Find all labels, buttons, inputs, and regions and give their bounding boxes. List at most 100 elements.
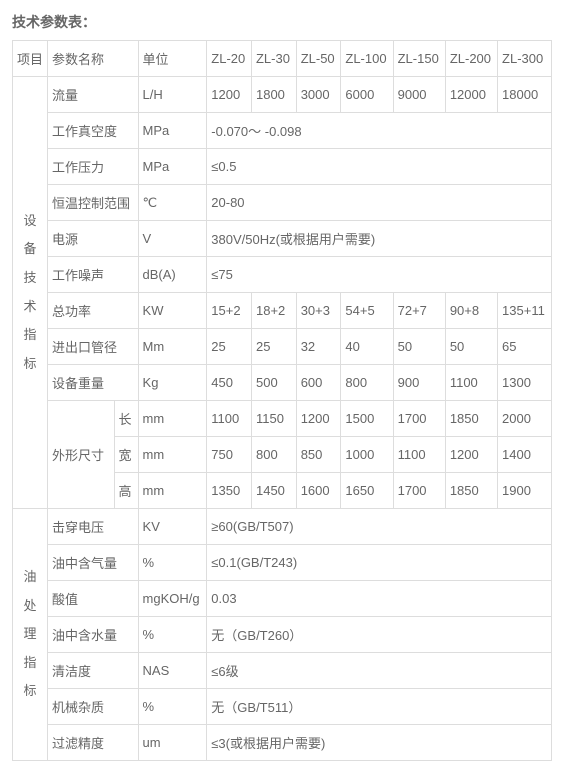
col-m0: ZL-20: [207, 41, 252, 77]
param-name: 恒温控制范围: [48, 185, 139, 221]
col-unit: 单位: [138, 41, 207, 77]
v6: 1900: [498, 473, 552, 509]
group-oil: 油处理指标: [13, 509, 48, 761]
v5: 1850: [445, 473, 497, 509]
row-water: 油中含水量 % 无（GB/T260）: [13, 617, 552, 653]
v4: 72+7: [393, 293, 445, 329]
row-clean: 清洁度 NAS ≤6级: [13, 653, 552, 689]
val: ≤6级: [207, 653, 552, 689]
v0: 1350: [207, 473, 252, 509]
v2: 1600: [296, 473, 341, 509]
row-temp: 恒温控制范围 ℃ 20-80: [13, 185, 552, 221]
unit: %: [138, 617, 207, 653]
v1: 1450: [251, 473, 296, 509]
v3: 1500: [341, 401, 393, 437]
v0: 1100: [207, 401, 252, 437]
row-flow: 设备技术指标 流量 L/H 1200 1800 3000 6000 9000 1…: [13, 77, 552, 113]
param-name: 工作噪声: [48, 257, 139, 293]
v4: 1700: [393, 473, 445, 509]
v0: 15+2: [207, 293, 252, 329]
v1: 1150: [251, 401, 296, 437]
v2: 30+3: [296, 293, 341, 329]
col-m5: ZL-200: [445, 41, 497, 77]
v1: 800: [251, 437, 296, 473]
v2: 850: [296, 437, 341, 473]
v5: 90+8: [445, 293, 497, 329]
val: ≤0.1(GB/T243): [207, 545, 552, 581]
val: -0.070～ -0.098: [207, 113, 552, 149]
v2: 600: [296, 365, 341, 401]
unit: dB(A): [138, 257, 207, 293]
v2: 1200: [296, 401, 341, 437]
param-name: 油中含气量: [48, 545, 139, 581]
param-name: 工作压力: [48, 149, 139, 185]
row-acid: 酸值 mgKOH/g 0.03: [13, 581, 552, 617]
val: 无（GB/T260）: [207, 617, 552, 653]
val: 20-80: [207, 185, 552, 221]
v3: 54+5: [341, 293, 393, 329]
col-m2: ZL-50: [296, 41, 341, 77]
v6: 135+11: [498, 293, 552, 329]
param-name: 油中含水量: [48, 617, 139, 653]
unit: um: [138, 725, 207, 761]
v6: 1300: [498, 365, 552, 401]
row-filter: 过滤精度 um ≤3(或根据用户需要): [13, 725, 552, 761]
param-name: 进出口管径: [48, 329, 139, 365]
param-name: 流量: [48, 77, 139, 113]
row-power: 电源 V 380V/50Hz(或根据用户需要): [13, 221, 552, 257]
unit: Kg: [138, 365, 207, 401]
val: 380V/50Hz(或根据用户需要): [207, 221, 552, 257]
row-dia: 进出口管径 Mm 25 25 32 40 50 50 65: [13, 329, 552, 365]
val: 0.03: [207, 581, 552, 617]
row-kw: 总功率 KW 15+2 18+2 30+3 54+5 72+7 90+8 135…: [13, 293, 552, 329]
unit: MPa: [138, 149, 207, 185]
v4: 900: [393, 365, 445, 401]
row-mech: 机械杂质 % 无（GB/T511）: [13, 689, 552, 725]
table-title: 技术参数表：: [12, 12, 553, 32]
group-equipment: 设备技术指标: [13, 77, 48, 509]
param-name: 机械杂质: [48, 689, 139, 725]
v3: 40: [341, 329, 393, 365]
v3: 6000: [341, 77, 393, 113]
v0: 1200: [207, 77, 252, 113]
v3: 800: [341, 365, 393, 401]
v0: 25: [207, 329, 252, 365]
col-param: 参数名称: [48, 41, 139, 77]
row-vacuum: 工作真空度 MPa -0.070～ -0.098: [13, 113, 552, 149]
param-name: 工作真空度: [48, 113, 139, 149]
v1: 1800: [251, 77, 296, 113]
spec-table: 项目 参数名称 单位 ZL-20 ZL-30 ZL-50 ZL-100 ZL-1…: [12, 40, 552, 761]
unit: mm: [138, 473, 207, 509]
param-name: 总功率: [48, 293, 139, 329]
val: ≤3(或根据用户需要): [207, 725, 552, 761]
param-name: 过滤精度: [48, 725, 139, 761]
header-row: 项目 参数名称 单位 ZL-20 ZL-30 ZL-50 ZL-100 ZL-1…: [13, 41, 552, 77]
col-m3: ZL-100: [341, 41, 393, 77]
v6: 18000: [498, 77, 552, 113]
v3: 1000: [341, 437, 393, 473]
unit: KV: [138, 509, 207, 545]
v3: 1650: [341, 473, 393, 509]
v6: 1400: [498, 437, 552, 473]
v2: 32: [296, 329, 341, 365]
unit: ℃: [138, 185, 207, 221]
sub: 高: [114, 473, 138, 509]
unit: mm: [138, 437, 207, 473]
v6: 65: [498, 329, 552, 365]
v4: 50: [393, 329, 445, 365]
param-name: 酸值: [48, 581, 139, 617]
v4: 1700: [393, 401, 445, 437]
unit: mm: [138, 401, 207, 437]
col-m6: ZL-300: [498, 41, 552, 77]
param-name: 清洁度: [48, 653, 139, 689]
val: ≤75: [207, 257, 552, 293]
v5: 1850: [445, 401, 497, 437]
row-dimL: 外形尺寸 长 mm 1100 1150 1200 1500 1700 1850 …: [13, 401, 552, 437]
param-name: 击穿电压: [48, 509, 139, 545]
v2: 3000: [296, 77, 341, 113]
row-wt: 设备重量 Kg 450 500 600 800 900 1100 1300: [13, 365, 552, 401]
sub: 长: [114, 401, 138, 437]
param-name: 设备重量: [48, 365, 139, 401]
val: ≤0.5: [207, 149, 552, 185]
sub: 宽: [114, 437, 138, 473]
